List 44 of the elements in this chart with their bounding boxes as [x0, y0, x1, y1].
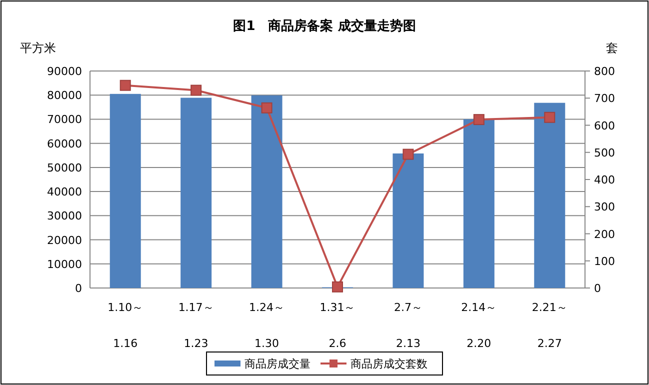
point: [120, 80, 131, 91]
y-tick-label: 30000: [47, 210, 82, 223]
category-label: 2.14～ 2.20: [461, 301, 497, 350]
point: [261, 102, 272, 114]
point: [544, 112, 556, 123]
y-tick-label: 90000: [47, 65, 82, 78]
y2-tick-label: 0: [594, 282, 601, 295]
bar: [534, 102, 566, 288]
point: [473, 114, 484, 126]
category-label: 1.17～ 1.23: [178, 301, 214, 350]
y-tick-label: 10000: [47, 258, 82, 271]
y2-tick-label: 400: [594, 174, 615, 186]
y2-tick-label: 600: [594, 119, 615, 132]
category-label: 1.24～ 1.30: [249, 301, 285, 350]
bar: [180, 98, 212, 288]
legend-label: 商品房成交套数: [350, 358, 428, 370]
y-tick-label: 40000: [47, 186, 82, 199]
point: [332, 281, 343, 292]
y2-tick-label: 800: [594, 65, 615, 78]
y-tick-label: 60000: [47, 137, 82, 150]
y-tick-label: 50000: [47, 161, 82, 174]
y-tick-label: 0: [75, 282, 82, 295]
y2-tick-label: 100: [594, 254, 615, 268]
y2-tick-label: 500: [594, 146, 615, 160]
category-label: 2.21～ 2.27: [532, 301, 568, 350]
y2-axis-title: 套: [606, 41, 618, 55]
bar: [463, 119, 494, 288]
point: [190, 84, 202, 96]
y2-tick-label: 700: [594, 92, 615, 106]
category-label: 2.7～ 2.13: [394, 301, 422, 350]
legend-label: 商品房成交量: [244, 358, 310, 370]
category-label: 1.31～ 2.6: [320, 301, 356, 350]
point: [402, 148, 414, 160]
chart-title: 图1 商品房备案 成交量走势图: [233, 18, 416, 34]
bar: [110, 94, 141, 288]
bar: [251, 95, 282, 288]
category-label: 1.10～ 1.16: [108, 301, 144, 350]
y-axis-title: 平方米: [20, 41, 56, 55]
y-tick-label: 70000: [47, 113, 82, 126]
bar: [392, 153, 424, 288]
y-tick-label: 80000: [47, 89, 82, 102]
y2-tick-label: 300: [594, 200, 615, 214]
y-tick-label: 20000: [47, 234, 82, 247]
y2-tick-label: 200: [594, 228, 615, 241]
